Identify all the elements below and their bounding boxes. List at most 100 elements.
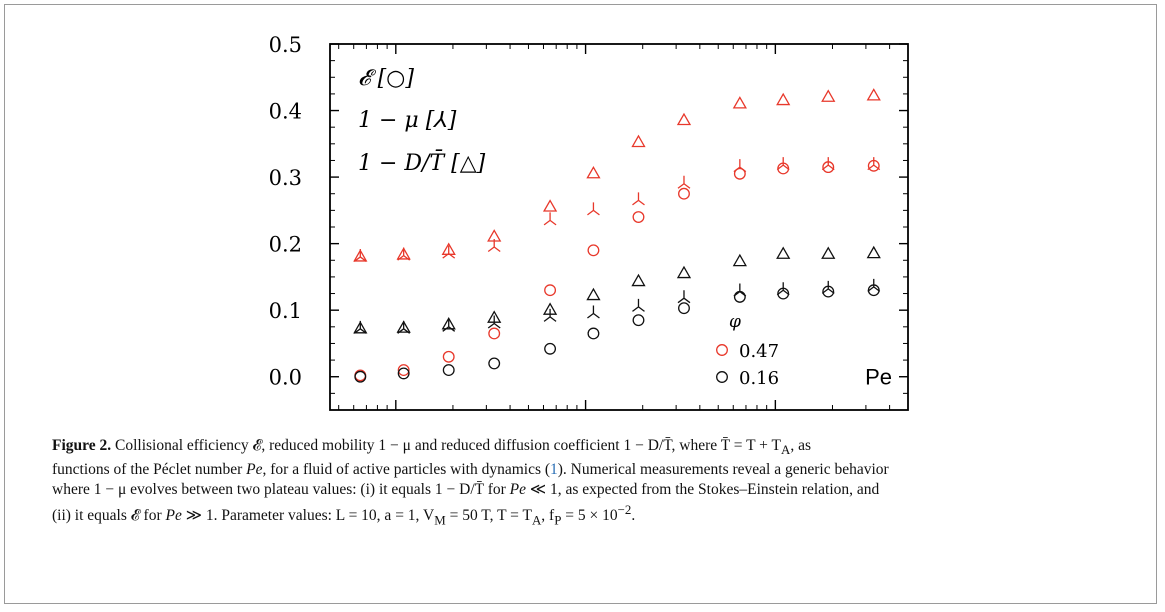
data-point — [733, 283, 747, 297]
data-point — [542, 199, 558, 212]
legend-entry: 𝓔 [○] — [358, 66, 414, 91]
data-point — [732, 96, 747, 109]
caption-sub-p: P — [554, 512, 562, 528]
data-point — [678, 187, 690, 200]
caption-line2c: ). Numerical measurements reveal a gener… — [557, 461, 889, 479]
caption-line1: Collisional efficiency 𝓔, reduced mobili… — [115, 437, 781, 454]
figure-frame — [4, 4, 1157, 604]
y-tick-label: 0.4 — [269, 100, 302, 124]
data-point — [677, 175, 691, 189]
data-marks — [353, 88, 881, 383]
data-point — [632, 192, 645, 206]
data-point — [776, 246, 791, 259]
data-point — [732, 253, 747, 267]
data-point — [776, 92, 791, 106]
caption-sub-a: A — [780, 442, 791, 458]
caption-sub-a2: A — [531, 512, 542, 528]
plot-axes: 0.00.10.20.30.40.510−1100101Pe — [269, 33, 909, 411]
scatter-plot: 0.00.10.20.30.40.510−1100101Pe 𝓔 [○]1 − … — [269, 33, 909, 411]
data-point — [867, 278, 881, 292]
caption-pe-3: Pe — [165, 507, 182, 525]
data-point — [353, 321, 368, 334]
legend-entry: 1 − μ [⅄] — [358, 108, 457, 133]
data-point — [442, 364, 455, 377]
plot-border — [329, 43, 909, 411]
legend-phi-marker — [716, 344, 728, 356]
caption-line4f: . — [631, 507, 636, 525]
caption-line1-end: , as — [790, 437, 811, 454]
data-point — [396, 247, 411, 260]
caption-pe: Pe — [246, 461, 263, 479]
caption-sub-m: M — [434, 512, 446, 528]
data-point — [487, 310, 502, 323]
data-point — [353, 249, 368, 262]
data-point — [542, 302, 558, 315]
caption-line2b: , for a fluid of active particles with d… — [262, 461, 551, 479]
data-point — [397, 364, 410, 377]
data-point — [733, 167, 746, 180]
legend: 𝓔 [○] 1 − μ [⅄] 1 − D/T̄ [△] φ 0.47 0.16 — [358, 66, 779, 389]
caption-sup: −2 — [617, 502, 632, 518]
legend-entry: 1 − D/T̄ [△] — [358, 149, 486, 176]
data-point — [587, 327, 600, 340]
data-point — [776, 282, 790, 296]
data-point — [586, 287, 601, 301]
x-axis-label: Pe — [865, 365, 892, 390]
data-point — [867, 157, 881, 171]
data-point — [544, 284, 557, 297]
data-point — [632, 211, 645, 223]
y-tick-label: 0.0 — [269, 366, 302, 390]
caption-ref-link[interactable]: 1 — [550, 461, 558, 479]
data-point — [543, 308, 557, 322]
data-point — [632, 298, 645, 312]
data-point — [776, 157, 790, 171]
data-point — [442, 350, 455, 363]
data-point — [821, 157, 835, 171]
data-point — [441, 242, 456, 255]
data-point — [487, 229, 502, 242]
data-point — [488, 327, 501, 340]
caption-pe-2: Pe — [509, 481, 527, 499]
data-point — [733, 290, 746, 303]
data-point — [586, 165, 601, 179]
data-point — [587, 305, 600, 319]
legend-phi-title: φ — [729, 312, 741, 332]
caption-line3a: where 1 − μ evolves between two plateau … — [52, 481, 510, 499]
y-tick-label: 0.5 — [269, 33, 302, 57]
data-point — [821, 89, 836, 102]
data-point — [821, 280, 835, 294]
caption-label: Figure 2. — [52, 437, 112, 454]
data-point — [631, 273, 646, 287]
data-point — [676, 112, 692, 126]
data-point — [487, 238, 501, 252]
data-point — [866, 88, 881, 101]
data-point — [631, 134, 646, 148]
y-tick-label: 0.3 — [269, 166, 302, 190]
legend-phi-marker — [716, 371, 728, 383]
data-point — [632, 314, 645, 327]
data-point — [587, 244, 600, 257]
data-point — [676, 265, 692, 279]
caption-line4e: = 5 × 10 — [561, 507, 618, 525]
legend-phi-value: 0.16 — [739, 368, 779, 389]
y-tick-label: 0.2 — [269, 233, 302, 257]
caption-line3b: ≪ 1, as expected from the Stokes–Einstei… — [526, 481, 880, 499]
y-tick-label: 0.1 — [269, 299, 302, 323]
data-point — [587, 202, 600, 216]
data-point — [678, 302, 690, 315]
data-point — [866, 245, 881, 259]
caption-line4b: ≫ 1. Parameter values: L = 10, a = 1, V — [181, 507, 435, 525]
caption-line4a: (ii) it equals 𝓔 for — [52, 507, 166, 525]
data-point — [354, 370, 367, 383]
caption-line2a: functions of the Péclet number — [52, 461, 247, 479]
data-point — [821, 246, 836, 259]
figure-caption: Figure 2. Collisional efficiency 𝓔, redu… — [52, 436, 1147, 530]
data-point — [544, 342, 557, 355]
data-point — [397, 367, 410, 380]
data-point — [396, 320, 411, 333]
caption-line4d: , f — [541, 507, 555, 525]
data-point — [488, 357, 501, 370]
data-point — [677, 290, 691, 304]
legend-phi-value: 0.47 — [739, 341, 779, 362]
data-point — [543, 212, 557, 226]
